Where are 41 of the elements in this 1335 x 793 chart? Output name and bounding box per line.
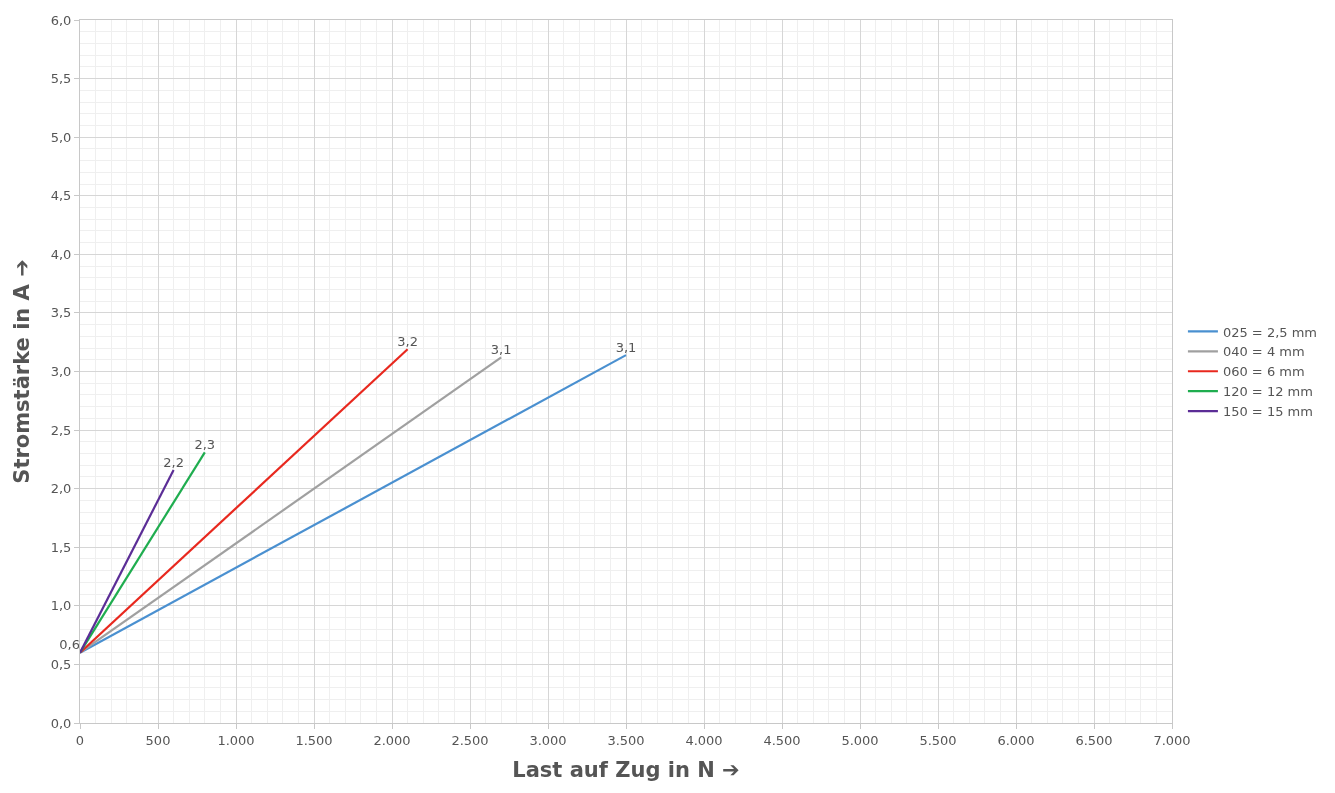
- y-tick-label: 2,5: [50, 422, 72, 438]
- x-tick-label: 1.000: [217, 732, 255, 748]
- x-tick-label: 7.000: [1153, 732, 1191, 748]
- y-tick-label: 0,0: [50, 715, 72, 731]
- x-tick-label: 4.500: [763, 732, 801, 748]
- y-tick-label: 2,0: [50, 481, 72, 497]
- y-tick-label: 4,5: [50, 188, 72, 204]
- legend-label: 060 = 6 mm: [1222, 364, 1305, 380]
- x-tick-label: 3.000: [529, 732, 567, 748]
- data-label: 3,1: [615, 339, 637, 355]
- y-tick-label: 3,5: [50, 305, 72, 321]
- data-label: 2,2: [163, 454, 184, 470]
- legend-label: 040 = 4 mm: [1222, 344, 1305, 360]
- x-tick-label: 6.500: [1075, 732, 1113, 748]
- legend-label: 150 = 15 mm: [1222, 404, 1313, 420]
- y-tick-label: 0,5: [50, 656, 72, 672]
- x-tick-label: 5.000: [841, 732, 879, 748]
- legend-label: 120 = 12 mm: [1222, 384, 1313, 400]
- x-tick-label: 500: [145, 732, 171, 748]
- legend-label: 025 = 2,5 mm: [1222, 324, 1318, 340]
- x-tick-label: 2.500: [451, 732, 489, 748]
- data-label: 0,6: [59, 637, 80, 653]
- y-tick-label: 5,5: [50, 71, 72, 87]
- y-tick-label: 5,0: [50, 129, 72, 145]
- data-label: 2,3: [194, 437, 216, 453]
- x-tick-label: 0: [75, 732, 85, 748]
- data-label: 3,2: [397, 333, 418, 349]
- x-axis-title: Last auf Zug in N ➔: [512, 757, 740, 782]
- y-tick-label: 4,0: [50, 246, 72, 262]
- x-tick-label: 3.500: [607, 732, 645, 748]
- data-label: 3,1: [490, 342, 512, 358]
- y-tick-label: 1,0: [50, 598, 72, 614]
- x-tick-label: 4.000: [685, 732, 723, 748]
- y-tick-label: 3,0: [50, 364, 72, 380]
- x-tick-label: 2.000: [373, 732, 411, 748]
- y-tick-label: 1,5: [50, 539, 72, 555]
- y-tick-label: 6,0: [50, 12, 72, 28]
- x-tick-label: 5.500: [919, 732, 957, 748]
- y-axis-title: Stromstärke in A ➔: [9, 259, 34, 484]
- x-tick-label: 1.500: [295, 732, 333, 748]
- x-tick-label: 6.000: [997, 732, 1035, 748]
